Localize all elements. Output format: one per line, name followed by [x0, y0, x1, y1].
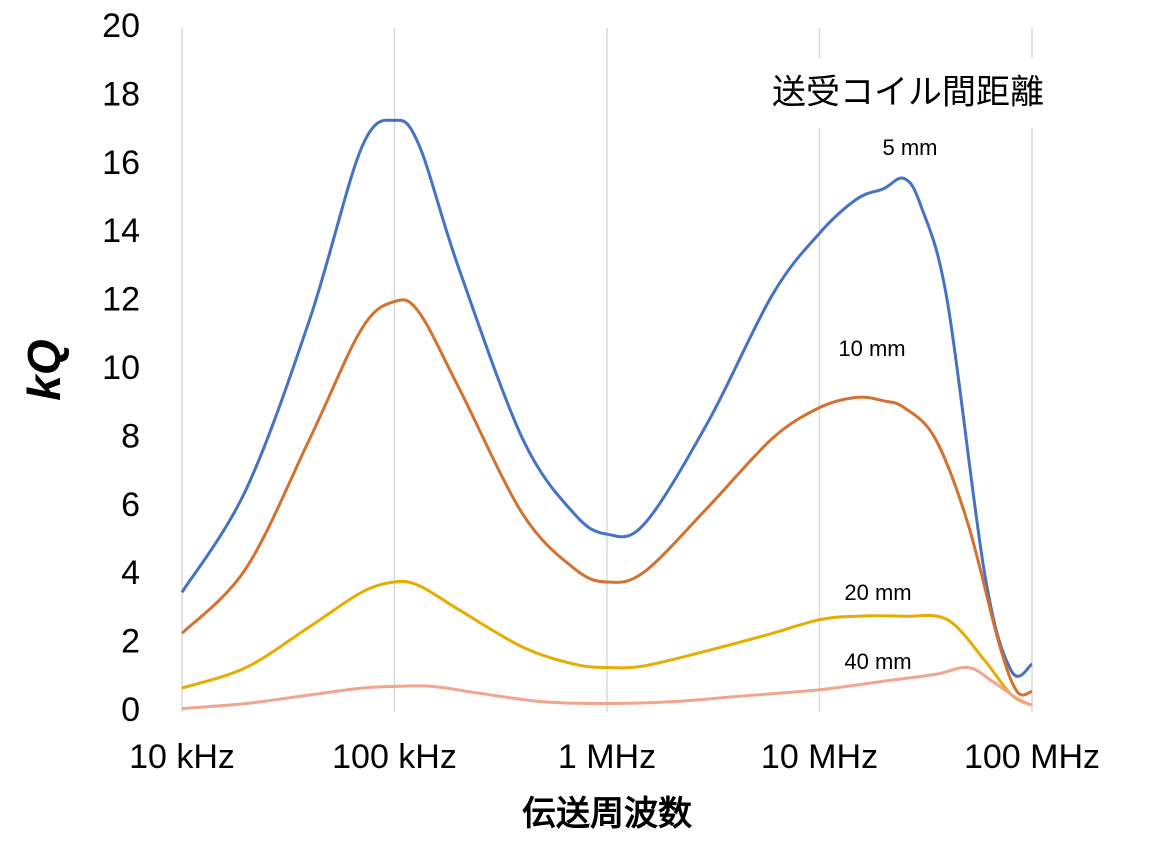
y-axis-label: kQ — [18, 339, 70, 401]
series-line-5mm — [180, 118, 1033, 678]
x-tick-label: 100 kHz — [332, 738, 457, 776]
legend-title-background — [728, 58, 1086, 128]
y-tick-label: 16 — [102, 144, 140, 182]
y-tick-label: 12 — [102, 281, 140, 319]
x-axis-ticks: 10 kHz 100 kHz 1 MHz 10 MHz 100 MHz — [129, 738, 1100, 776]
x-tick-label: 100 MHz — [964, 738, 1100, 776]
series-layer — [180, 118, 1033, 711]
series-line-40mm — [181, 665, 1033, 711]
y-tick-label: 14 — [102, 212, 140, 250]
grid-layer — [181, 28, 1033, 712]
y-tick-label: 0 — [121, 691, 140, 729]
y-tick-label: 2 — [121, 623, 140, 661]
series-label-40mm: 40 mm — [844, 649, 911, 674]
y-tick-label: 8 — [121, 417, 140, 455]
series-label-5mm: 5 mm — [883, 135, 938, 160]
y-tick-label: 20 — [102, 7, 140, 45]
y-axis-ticks: 0 2 4 6 8 10 12 14 16 18 20 — [102, 7, 140, 729]
y-tick-label: 10 — [102, 349, 140, 387]
series-label-20mm: 20 mm — [844, 580, 911, 605]
x-tick-label: 10 kHz — [129, 738, 235, 776]
series-labels: 5 mm 10 mm 20 mm 40 mm — [838, 135, 937, 674]
y-tick-label: 18 — [102, 75, 140, 113]
series-line-20mm — [181, 579, 1033, 707]
x-tick-label: 1 MHz — [558, 738, 656, 776]
series-label-10mm: 10 mm — [838, 336, 905, 361]
y-tick-label: 6 — [121, 486, 140, 524]
y-tick-label: 4 — [121, 554, 140, 592]
legend-title: 送受コイル間距離 — [772, 73, 1044, 113]
series-line-10mm — [180, 298, 1033, 697]
x-tick-label: 10 MHz — [761, 738, 878, 776]
x-axis-label: 伝送周波数 — [522, 794, 692, 834]
